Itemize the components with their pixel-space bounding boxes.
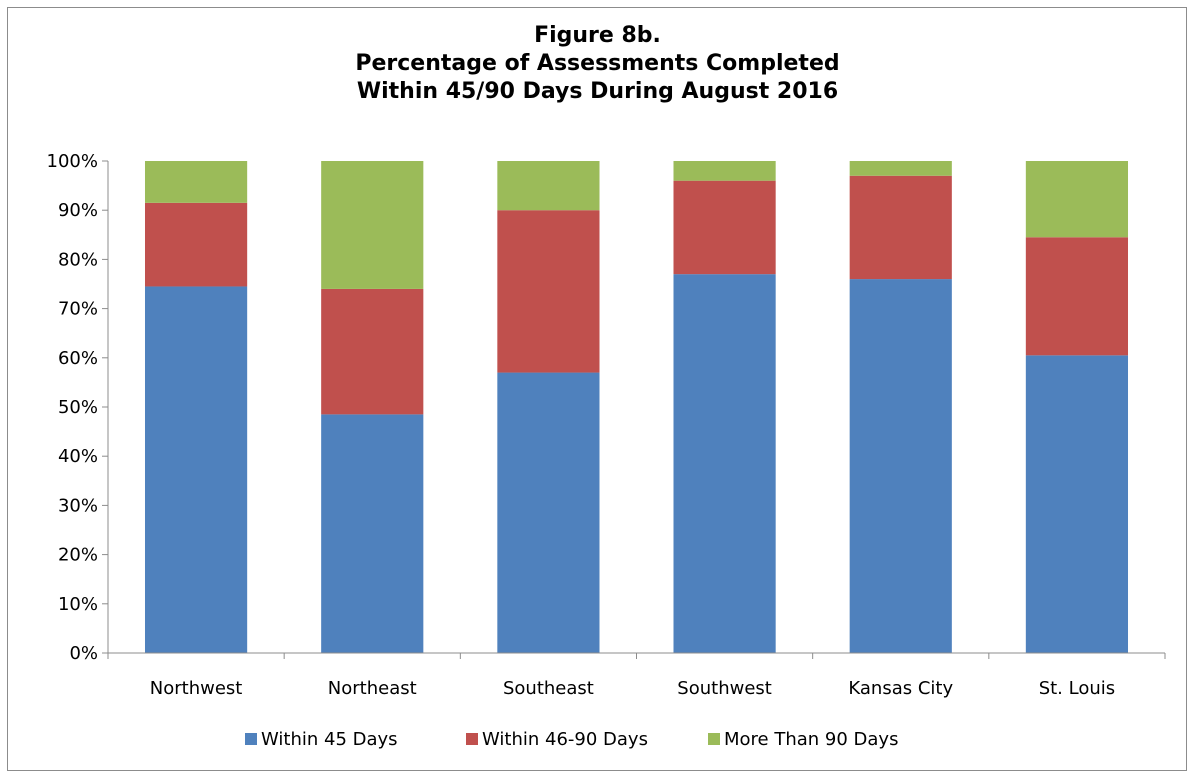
y-tick-label: 0%: [69, 643, 98, 664]
bar-southeast-series-2: [497, 210, 600, 373]
legend-label: Within 46-90 Days: [482, 729, 648, 750]
y-tick-label: 40%: [58, 446, 98, 467]
bar-kansas-city-series-3: [849, 161, 952, 176]
y-tick-label: 20%: [58, 545, 98, 566]
x-tick-label: Southeast: [503, 678, 594, 699]
x-tick-label: Southwest: [677, 678, 772, 699]
legend-swatch: [466, 733, 478, 745]
legend-swatch: [245, 733, 257, 745]
bar-northwest-series-3: [144, 161, 248, 203]
x-tick-label: St. Louis: [1039, 678, 1115, 699]
bar-northeast-series-1: [321, 414, 424, 653]
legend-label: More Than 90 Days: [724, 729, 898, 750]
y-tick-label: 60%: [58, 348, 98, 369]
chart-title-line-3: Within 45/90 Days During August 2016: [356, 79, 839, 104]
bar-northwest-series-2: [144, 202, 248, 287]
y-tick-label: 70%: [58, 299, 98, 320]
x-tick-label: Northwest: [150, 678, 243, 699]
bar-kansas-city-series-1: [849, 279, 952, 653]
bar-st-louis-series-2: [1025, 237, 1129, 356]
bar-southwest-series-1: [673, 274, 776, 653]
y-axis: 0% 10% 20% 30% 40% 50% 60% 70% 80% 90% 100%: [47, 151, 109, 664]
bar-st-louis-series-3: [1025, 161, 1129, 238]
chart-title-line-2: Percentage of Assessments Completed: [355, 51, 840, 76]
y-tick-label: 80%: [58, 249, 98, 270]
legend-swatch: [708, 733, 720, 745]
bar-northeast-series-2: [321, 288, 424, 415]
legend-label: Within 45 Days: [261, 729, 398, 750]
bar-southwest-series-2: [673, 180, 776, 275]
chart-title-line-1: Figure 8b.: [534, 23, 661, 48]
chart-title: Figure 8b. Percentage of Assessments Com…: [0, 22, 1195, 106]
bars-group: [144, 161, 1129, 653]
bar-kansas-city-series-2: [849, 175, 952, 280]
y-tick-label: 50%: [58, 397, 98, 418]
y-tick-label: 30%: [58, 495, 98, 516]
x-tick-label: Northeast: [328, 678, 417, 699]
bar-st-louis-series-1: [1025, 355, 1129, 653]
bar-southeast-series-3: [497, 161, 600, 211]
x-tick-label: Kansas City: [848, 678, 953, 699]
bar-northwest-series-1: [144, 286, 248, 653]
bar-northeast-series-3: [321, 161, 424, 289]
y-tick-label: 90%: [58, 200, 98, 221]
x-axis: Northwest Northeast Southeast Southwest Kans…: [107, 652, 1166, 699]
bar-southwest-series-3: [673, 161, 776, 181]
legend: Within 45 Days Within 46-90 Days More Than…: [245, 729, 898, 750]
bar-southeast-series-1: [497, 372, 600, 653]
y-tick-label: 100%: [47, 151, 98, 172]
y-tick-label: 10%: [58, 594, 98, 615]
